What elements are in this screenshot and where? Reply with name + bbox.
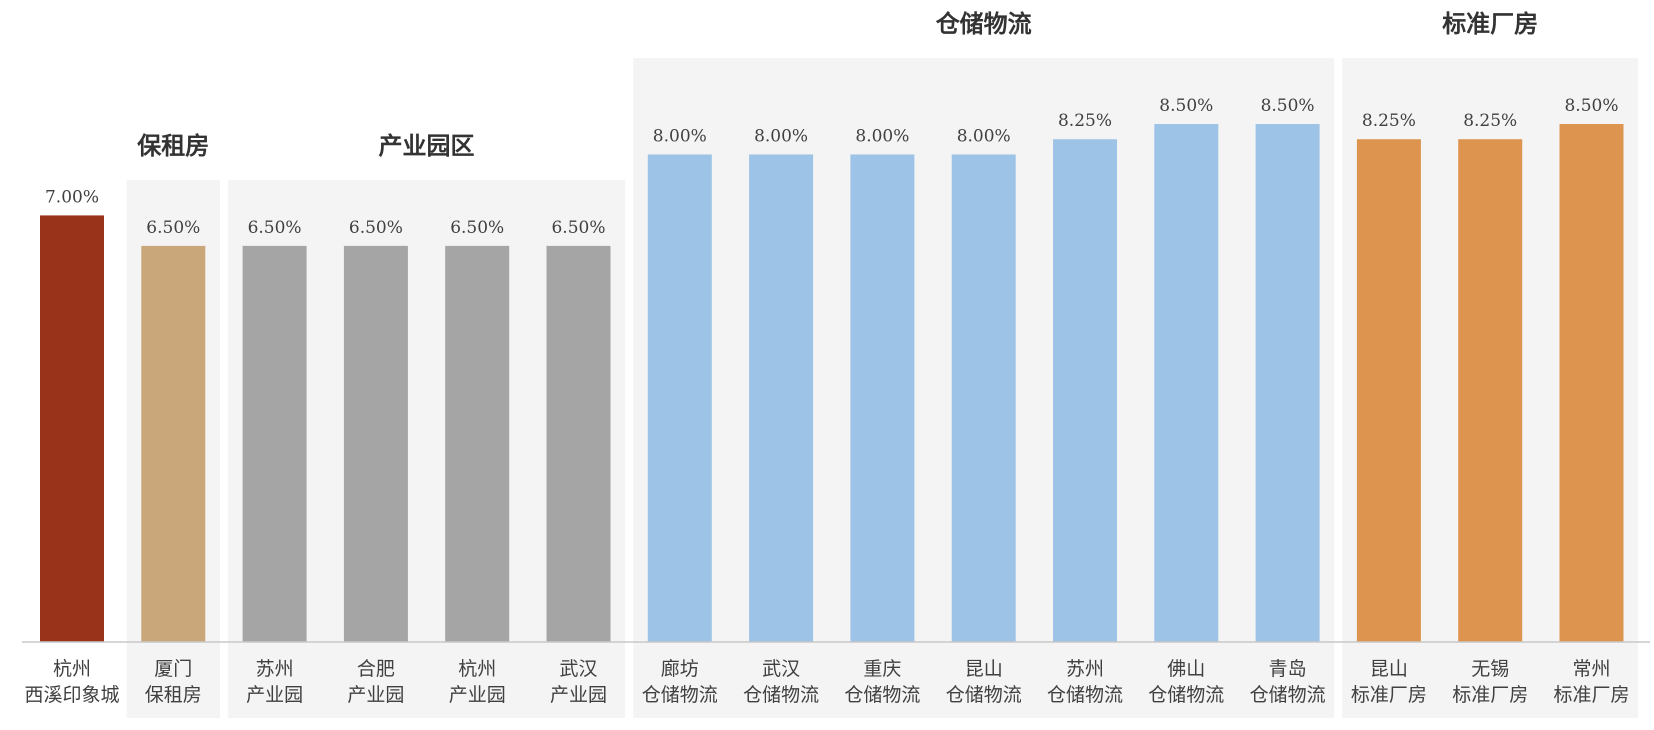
bar-1 (141, 245, 206, 642)
category-label-10-line-0: 苏州 (1066, 658, 1104, 680)
category-label-2-line-0: 苏州 (256, 658, 294, 680)
group-label-2: 仓储物流 (935, 9, 1032, 38)
value-label-3: 6.50% (349, 218, 403, 238)
category-label-0-line-0: 杭州 (53, 658, 91, 680)
bar-0 (40, 215, 104, 643)
value-label-5: 6.50% (551, 218, 605, 238)
bar-6 (647, 154, 712, 642)
category-label-7-line-1: 仓储物流 (743, 684, 819, 706)
category-label-13-line-0: 昆山 (1370, 658, 1408, 680)
category-label-8-line-1: 仓储物流 (844, 684, 920, 706)
value-label-14: 8.25% (1463, 111, 1517, 131)
category-label-6-line-1: 仓储物流 (642, 684, 718, 706)
value-label-8: 8.00% (855, 126, 909, 146)
bar-4 (445, 245, 510, 642)
category-label-5-line-1: 产业园 (550, 684, 607, 706)
category-label-4-line-0: 杭州 (458, 658, 496, 680)
category-label-14-line-1: 标准厂房 (1452, 684, 1528, 706)
value-label-11: 8.50% (1159, 96, 1213, 116)
category-label-10-line-1: 仓储物流 (1047, 684, 1123, 706)
category-label-2-line-1: 产业园 (246, 684, 303, 706)
category-label-4-line-1: 产业园 (449, 684, 506, 706)
category-label-9-line-1: 仓储物流 (946, 684, 1022, 706)
value-label-12: 8.50% (1261, 96, 1315, 116)
category-label-3-line-0: 合肥 (357, 658, 395, 680)
bar-14 (1458, 139, 1523, 642)
category-label-12-line-0: 青岛 (1269, 658, 1307, 680)
value-label-0: 7.00% (45, 187, 99, 207)
bars (40, 124, 1624, 643)
category-label-0-line-1: 西溪印象城 (24, 684, 119, 706)
value-label-6: 8.00% (653, 126, 707, 146)
bar-15 (1559, 124, 1624, 642)
bar-10 (1053, 139, 1117, 642)
bar-12 (1255, 124, 1320, 642)
group-label-0: 保租房 (136, 131, 209, 160)
group-label-1: 产业园区 (379, 131, 475, 160)
value-label-13: 8.25% (1362, 111, 1416, 131)
category-label-14-line-0: 无锡 (1471, 658, 1509, 680)
category-label-9-line-0: 昆山 (965, 658, 1003, 680)
bar-9 (951, 154, 1016, 642)
value-label-15: 8.50% (1564, 96, 1618, 116)
category-label-7-line-0: 武汉 (762, 658, 800, 680)
category-label-15-line-0: 常州 (1572, 658, 1610, 680)
category-label-6-line-0: 廊坊 (661, 658, 699, 680)
bar-2 (242, 245, 307, 642)
bar-8 (850, 154, 915, 642)
value-label-10: 8.25% (1058, 111, 1112, 131)
bar-13 (1356, 139, 1421, 642)
bar-5 (546, 245, 611, 642)
value-label-4: 6.50% (450, 218, 504, 238)
category-label-15-line-1: 标准厂房 (1553, 684, 1629, 706)
bar-3 (343, 245, 408, 642)
group-label-3: 标准厂房 (1442, 9, 1538, 38)
category-label-11-line-0: 佛山 (1167, 658, 1205, 680)
category-label-1-line-0: 厦门 (154, 658, 192, 680)
value-label-9: 8.00% (957, 126, 1011, 146)
category-label-12-line-1: 仓储物流 (1250, 684, 1326, 706)
category-label-3-line-1: 产业园 (347, 684, 404, 706)
category-label-1-line-1: 保租房 (145, 684, 202, 706)
bar-7 (749, 154, 814, 642)
category-label-8-line-0: 重庆 (863, 658, 901, 680)
category-label-5-line-0: 武汉 (559, 658, 597, 680)
bar-11 (1154, 124, 1219, 642)
category-label-13-line-1: 标准厂房 (1351, 684, 1427, 706)
value-label-1: 6.50% (146, 218, 200, 238)
value-label-2: 6.50% (248, 218, 302, 238)
value-label-7: 8.00% (754, 126, 808, 146)
category-label-11-line-1: 仓储物流 (1148, 684, 1224, 706)
